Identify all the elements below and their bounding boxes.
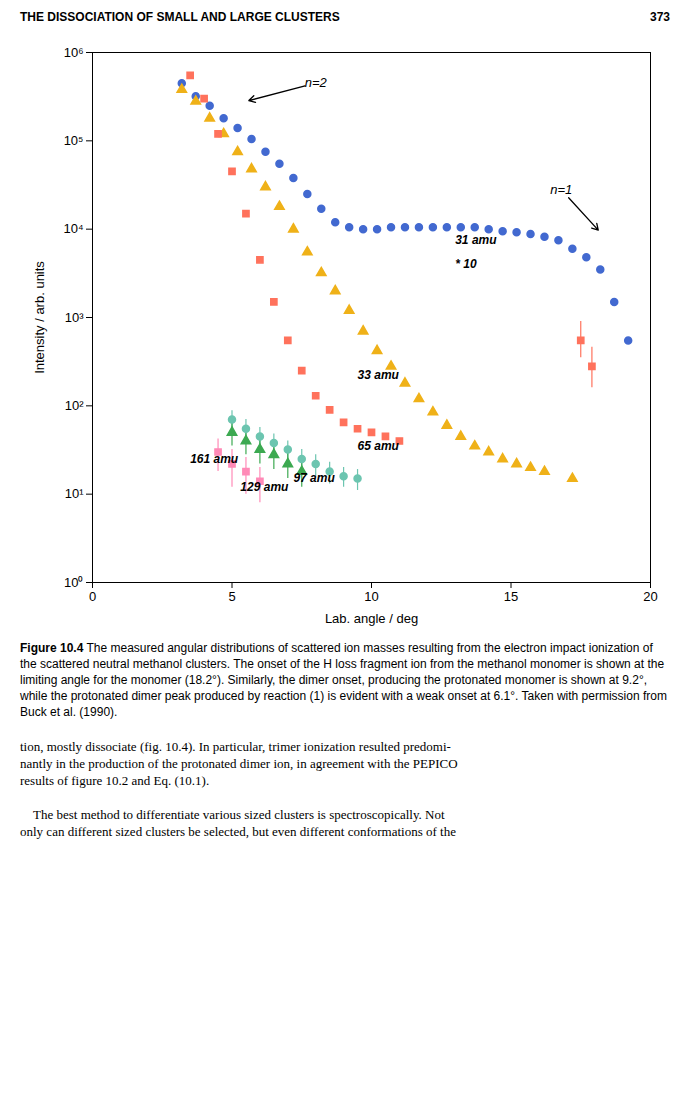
svg-text:n=1: n=1 [550, 182, 572, 197]
svg-text:129 amu: 129 amu [240, 480, 289, 494]
svg-text:5: 5 [228, 589, 235, 604]
svg-text:10⁵: 10⁵ [64, 133, 84, 148]
svg-text:10⁶: 10⁶ [64, 45, 84, 60]
svg-text:n=2: n=2 [305, 75, 328, 90]
html-text:nantly in the production of th: nantly in the production of the protonat… [20, 756, 458, 771]
svg-text:31 amu: 31 amu [455, 233, 497, 247]
svg-text:Lab. angle / deg: Lab. angle / deg [325, 611, 418, 626]
svg-text:Intensity / arb. units: Intensity / arb. units [32, 261, 47, 374]
svg-text:161 amu: 161 amu [190, 452, 239, 466]
html-text:373: 373 [650, 10, 670, 24]
html-text:only can different sized clust: only can different sized clusters be sel… [20, 824, 456, 839]
svg-text:15: 15 [504, 589, 518, 604]
html-text:THE DISSOCIATION OF SMALL AND: THE DISSOCIATION OF SMALL AND LARGE CLUS… [20, 10, 340, 24]
html-text:tion, mostly dissociate (fig.: tion, mostly dissociate (fig. 10.4). In … [20, 739, 451, 754]
svg-text:33 amu: 33 amu [358, 368, 400, 382]
svg-text:20: 20 [643, 589, 657, 604]
svg-text:10²: 10² [65, 398, 84, 413]
svg-text:10⁴: 10⁴ [63, 221, 83, 236]
svg-text:65 amu: 65 amu [358, 439, 400, 453]
svg-text:0: 0 [89, 589, 96, 604]
svg-text:97 amu: 97 amu [293, 471, 335, 485]
svg-text:10³: 10³ [65, 310, 84, 325]
svg-text:* 10: * 10 [455, 257, 477, 271]
svg-text:10⁰: 10⁰ [64, 575, 83, 590]
html-text:Figure 10.4 The measured angul: Figure 10.4 The measured angular distrib… [20, 641, 667, 719]
svg-text:10: 10 [364, 589, 378, 604]
svg-text:10¹: 10¹ [65, 486, 84, 501]
html-text:results of figure 10.2 and Eq.: results of figure 10.2 and Eq. (10.1). [20, 773, 210, 788]
html-text:The best method to differentia: The best method to differentiate various… [20, 807, 445, 822]
